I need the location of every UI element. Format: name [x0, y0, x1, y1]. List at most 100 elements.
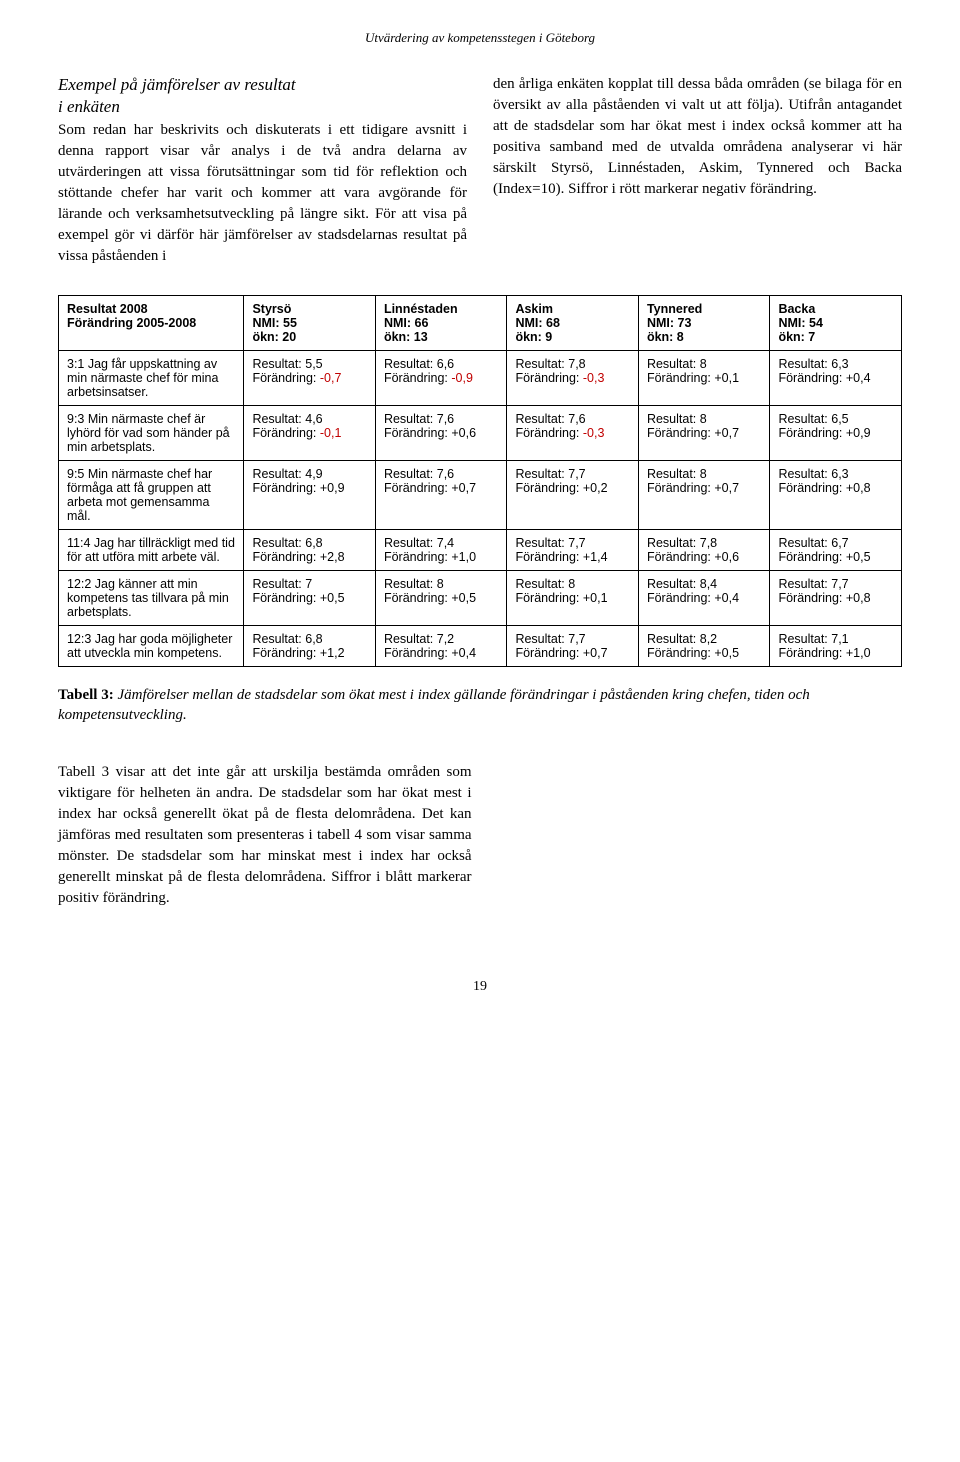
cell-change-value: +0,6: [714, 550, 739, 564]
row-label: 12:2 Jag känner att min kompetens tas ti…: [59, 571, 244, 626]
table-cell: Resultat: 7,4Förändring: +1,0: [375, 530, 507, 571]
caption-body: Jämförelser mellan de stadsdelar som öka…: [58, 687, 810, 723]
table-cell: Resultat: 8Förändring: +0,1: [638, 351, 770, 406]
table-cell: Resultat: 7,6Förändring: +0,6: [375, 406, 507, 461]
table-row: 3:1 Jag får uppskattning av min närmaste…: [59, 351, 902, 406]
cell-change-label: Förändring:: [384, 426, 451, 440]
cell-result: Resultat: 8: [647, 467, 707, 481]
cell-result: Resultat: 7,2: [384, 632, 454, 646]
cell-change-value: -0,7: [320, 371, 342, 385]
cell-result: Resultat: 7,7: [515, 467, 585, 481]
table-head: Resultat 2008 Förändring 2005-2008 Styrs…: [59, 296, 902, 351]
table-row: 12:3 Jag har goda möjligheter att utveck…: [59, 626, 902, 667]
header-col-name: Linnéstaden: [384, 302, 458, 316]
table-cell: Resultat: 4,9Förändring: +0,9: [244, 461, 376, 530]
header-rowlabel-l1: Resultat 2008: [67, 302, 148, 316]
table-cell: Resultat: 6,7Förändring: +0,5: [770, 530, 902, 571]
cell-result: Resultat: 8,4: [647, 577, 717, 591]
cell-change-label: Förändring:: [647, 591, 714, 605]
header-col-okn: ökn: 9: [515, 330, 552, 344]
cell-change-label: Förändring:: [384, 481, 451, 495]
table-cell: Resultat: 7,2Förändring: +0,4: [375, 626, 507, 667]
cell-change-label: Förändring:: [252, 591, 319, 605]
cell-result: Resultat: 8,2: [647, 632, 717, 646]
cell-result: Resultat: 8: [384, 577, 444, 591]
cell-result: Resultat: 7,4: [384, 536, 454, 550]
cell-result: Resultat: 7,7: [515, 536, 585, 550]
cell-result: Resultat: 6,6: [384, 357, 454, 371]
column-left: Exempel på jämförelser av resultat i enk…: [58, 74, 467, 267]
table-cell: Resultat: 8,4Förändring: +0,4: [638, 571, 770, 626]
cell-change-value: +0,1: [714, 371, 739, 385]
cell-change-value: +1,2: [320, 646, 345, 660]
table-cell: Resultat: 8Förändring: +0,5: [375, 571, 507, 626]
cell-change-label: Förändring:: [515, 550, 582, 564]
cell-change-label: Förändring:: [252, 371, 319, 385]
cell-change-label: Förändring:: [252, 426, 319, 440]
cell-change-label: Förändring:: [384, 371, 451, 385]
table-cell: Resultat: 7,8Förändring: +0,6: [638, 530, 770, 571]
cell-result: Resultat: 7,6: [384, 467, 454, 481]
cell-change-value: +0,4: [714, 591, 739, 605]
cell-change-label: Förändring:: [384, 550, 451, 564]
cell-change-value: -0,1: [320, 426, 342, 440]
cell-result: Resultat: 6,3: [778, 467, 848, 481]
header-col-okn: ökn: 8: [647, 330, 684, 344]
cell-change-value: +0,8: [846, 591, 871, 605]
table-cell: Resultat: 7,7Förändring: +0,7: [507, 626, 639, 667]
comparison-table: Resultat 2008 Förändring 2005-2008 Styrs…: [58, 295, 902, 667]
cell-result: Resultat: 7: [252, 577, 312, 591]
header-col-nmi: NMI: 66: [384, 316, 428, 330]
table-cell: Resultat: 7,8Förändring: -0,3: [507, 351, 639, 406]
table-cell: Resultat: 5,5Förändring: -0,7: [244, 351, 376, 406]
cell-change-label: Förändring:: [647, 550, 714, 564]
table-cell: Resultat: 6,3Förändring: +0,4: [770, 351, 902, 406]
cell-result: Resultat: 6,5: [778, 412, 848, 426]
header-col-okn: ökn: 13: [384, 330, 428, 344]
cell-result: Resultat: 7,8: [515, 357, 585, 371]
cell-result: Resultat: 7,7: [778, 577, 848, 591]
table-cell: Resultat: 7,6Förändring: -0,3: [507, 406, 639, 461]
cell-change-value: +0,7: [583, 646, 608, 660]
cell-change-value: +0,1: [583, 591, 608, 605]
page-number: 19: [58, 979, 902, 995]
table-cell: Resultat: 6,8Förändring: +2,8: [244, 530, 376, 571]
cell-change-value: +0,4: [451, 646, 476, 660]
cell-result: Resultat: 8: [647, 357, 707, 371]
table-row: 11:4 Jag har tillräckligt med tid för at…: [59, 530, 902, 571]
column-right-text: den årliga enkäten kopplat till dessa bå…: [493, 76, 902, 197]
table-cell: Resultat: 7,7Förändring: +1,4: [507, 530, 639, 571]
header-col-nmi: NMI: 55: [252, 316, 296, 330]
cell-change-value: -0,3: [583, 371, 605, 385]
cell-result: Resultat: 4,9: [252, 467, 322, 481]
cell-change-label: Förändring:: [384, 646, 451, 660]
cell-result: Resultat: 5,5: [252, 357, 322, 371]
cell-change-label: Förändring:: [647, 426, 714, 440]
table-cell: Resultat: 7,7Förändring: +0,8: [770, 571, 902, 626]
cell-change-label: Förändring:: [778, 481, 845, 495]
header-col-name: Backa: [778, 302, 815, 316]
cell-change-label: Förändring:: [778, 550, 845, 564]
cell-change-label: Förändring:: [647, 646, 714, 660]
cell-change-label: Förändring:: [778, 426, 845, 440]
cell-change-value: +0,6: [451, 426, 476, 440]
cell-change-label: Förändring:: [515, 481, 582, 495]
cell-result: Resultat: 8: [647, 412, 707, 426]
section-title-line1: Exempel på jämförelser av resultat: [58, 75, 296, 94]
cell-change-label: Förändring:: [384, 591, 451, 605]
cell-change-label: Förändring:: [515, 591, 582, 605]
table-cell: Resultat: 6,6Förändring: -0,9: [375, 351, 507, 406]
cell-change-value: +0,7: [714, 481, 739, 495]
table-cell: Resultat: 8Förändring: +0,7: [638, 461, 770, 530]
cell-result: Resultat: 6,7: [778, 536, 848, 550]
cell-change-label: Förändring:: [647, 371, 714, 385]
cell-change-label: Förändring:: [252, 646, 319, 660]
table-cell: Resultat: 7,7Förändring: +0,2: [507, 461, 639, 530]
header-col-4: BackaNMI: 54ökn: 7: [770, 296, 902, 351]
header-rowlabel-l2: Förändring 2005-2008: [67, 316, 196, 330]
cell-change-label: Förändring:: [515, 426, 582, 440]
cell-change-value: -0,9: [451, 371, 473, 385]
header-col-0: StyrsöNMI: 55ökn: 20: [244, 296, 376, 351]
cell-change-label: Förändring:: [515, 371, 582, 385]
row-label: 9:5 Min närmaste chef har förmåga att få…: [59, 461, 244, 530]
